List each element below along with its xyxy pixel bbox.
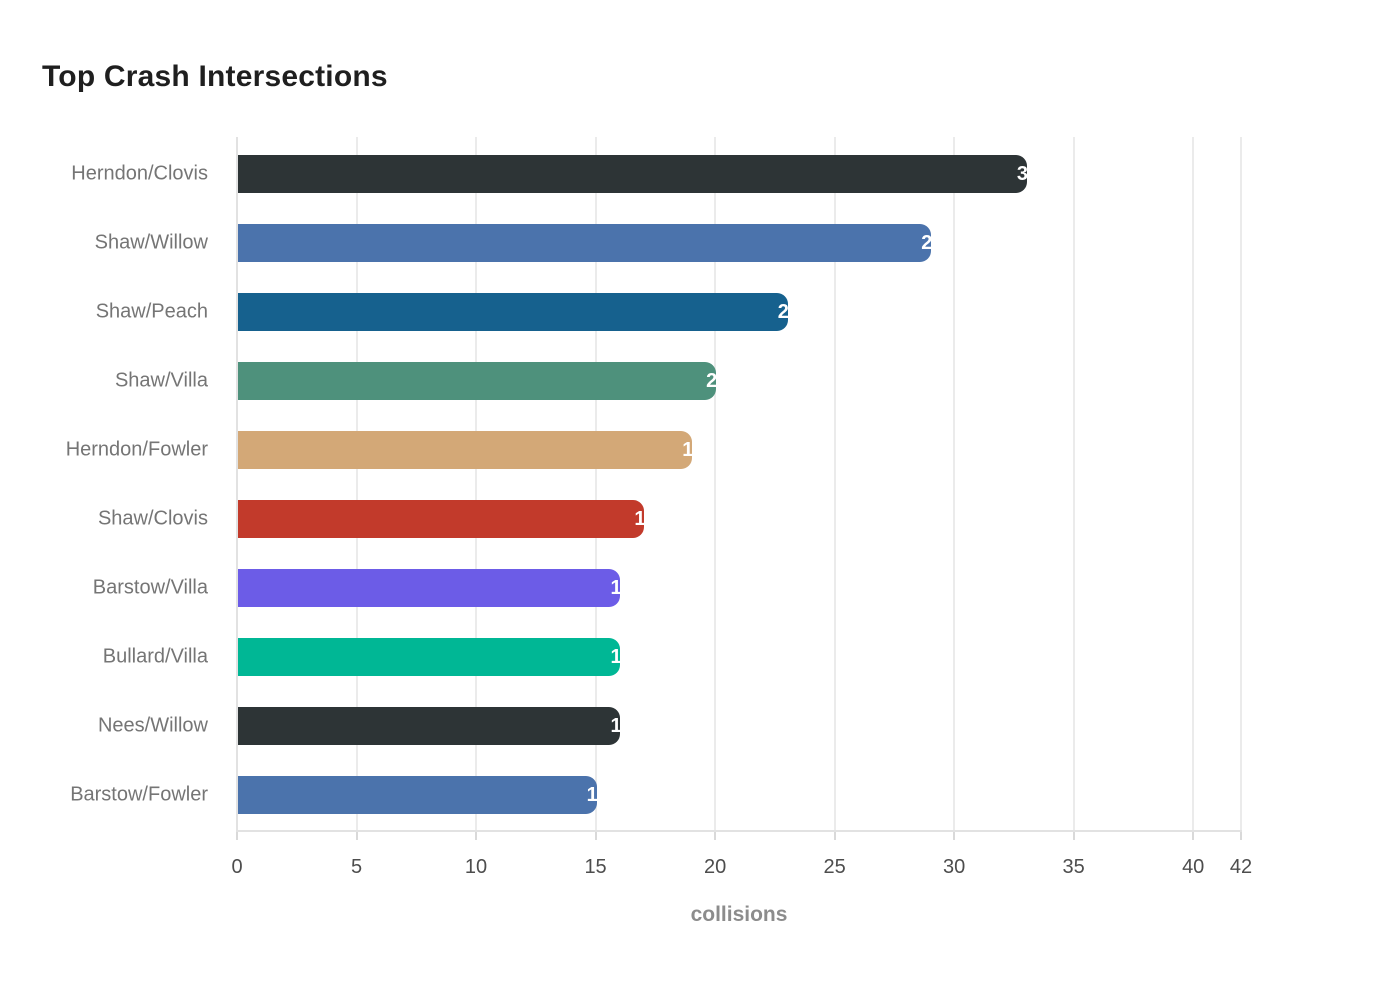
gridline xyxy=(714,137,717,830)
bar: 16 xyxy=(238,707,633,746)
bar: 29 xyxy=(238,223,943,262)
x-axis-tick-label: 42 xyxy=(1229,856,1253,878)
x-axis-tick xyxy=(1192,832,1195,840)
chart-row: Barstow/Villa 16 xyxy=(0,554,1400,623)
x-axis-tick-label: 15 xyxy=(584,856,607,878)
category-label: Shaw/Villa xyxy=(114,369,208,392)
x-axis-line xyxy=(236,830,1242,832)
x-axis-tick-label: 5 xyxy=(350,856,363,878)
x-axis-tick xyxy=(355,832,358,840)
chart-row: Herndon/Fowler 19 xyxy=(0,415,1400,484)
y-axis-line xyxy=(236,137,238,830)
bar: 19 xyxy=(238,430,704,469)
gridline xyxy=(355,137,358,830)
bar: 16 xyxy=(238,569,633,608)
bar-value-label: 23 xyxy=(777,300,801,323)
bar: 33 xyxy=(238,154,1039,193)
bar: 15 xyxy=(238,776,609,815)
bar-value-label: 17 xyxy=(634,508,657,530)
chart-row: Shaw/Villa 20 xyxy=(0,346,1400,415)
category-label: Herndon/Fowler xyxy=(65,438,208,461)
gridline xyxy=(1072,137,1075,830)
chart-row: Shaw/Clovis 17 xyxy=(0,485,1400,554)
bar-value-label: 15 xyxy=(586,784,609,807)
gridline xyxy=(1192,137,1195,830)
bar: 20 xyxy=(238,361,728,400)
chart-title: Top Crash Intersections xyxy=(42,60,388,93)
x-axis-tick xyxy=(475,832,478,840)
bar-value-label: 16 xyxy=(610,715,633,738)
category-label: Barstow/Fowler xyxy=(70,783,208,806)
category-label: Bullard/Villa xyxy=(102,645,208,668)
bar-value-label: 29 xyxy=(921,231,944,254)
x-axis-tick xyxy=(1240,832,1242,840)
gridline xyxy=(833,137,836,830)
gridline xyxy=(953,137,956,830)
x-axis-tick-label: 0 xyxy=(231,856,243,878)
x-axis-title: collisions xyxy=(690,903,788,926)
chart-row: Shaw/Willow 29 xyxy=(0,208,1400,277)
x-axis-tick xyxy=(236,832,238,840)
bar: 23 xyxy=(238,292,800,331)
chart-row: Shaw/Peach 23 xyxy=(0,277,1400,346)
bar-value-label: 19 xyxy=(682,438,705,461)
x-axis-tick-label: 35 xyxy=(1062,856,1085,878)
chart-row: Bullard/Villa 16 xyxy=(0,623,1400,692)
chart-row: Herndon/Clovis 33 xyxy=(0,139,1400,208)
x-axis-tick-label: 25 xyxy=(823,856,846,878)
x-axis-tick xyxy=(953,832,956,840)
x-axis-tick-label: 40 xyxy=(1182,856,1205,878)
x-axis-tick-label: 20 xyxy=(703,856,727,878)
x-axis-tick-label: 10 xyxy=(464,856,488,878)
bar-value-label: 16 xyxy=(610,577,633,600)
bar-value-label: 33 xyxy=(1016,162,1040,185)
x-axis-tick xyxy=(714,832,717,840)
category-label: Herndon/Clovis xyxy=(71,162,208,184)
bar: 16 xyxy=(238,638,633,677)
category-label: Shaw/Willow xyxy=(94,231,208,254)
gridline xyxy=(594,137,597,830)
gridline xyxy=(475,137,478,830)
chart-row: Nees/Willow 16 xyxy=(0,692,1400,761)
rows-layer: Herndon/Clovis 33 Shaw/Willow 29 Shaw/Pe… xyxy=(0,139,1400,830)
gridline xyxy=(1240,137,1242,830)
bar-value-label: 16 xyxy=(610,646,633,669)
x-axis-tick xyxy=(833,832,836,840)
x-axis-tick xyxy=(1072,832,1075,840)
x-axis-tick-label: 30 xyxy=(943,856,966,878)
bar: 17 xyxy=(238,500,657,538)
category-label: Shaw/Peach xyxy=(95,300,208,323)
bar-value-label: 20 xyxy=(706,369,729,392)
category-label: Shaw/Clovis xyxy=(97,507,208,530)
x-axis-tick xyxy=(594,832,597,840)
category-label: Barstow/Villa xyxy=(92,576,208,599)
chart-row: Barstow/Fowler 15 xyxy=(0,761,1400,830)
category-label: Nees/Willow xyxy=(97,714,208,737)
